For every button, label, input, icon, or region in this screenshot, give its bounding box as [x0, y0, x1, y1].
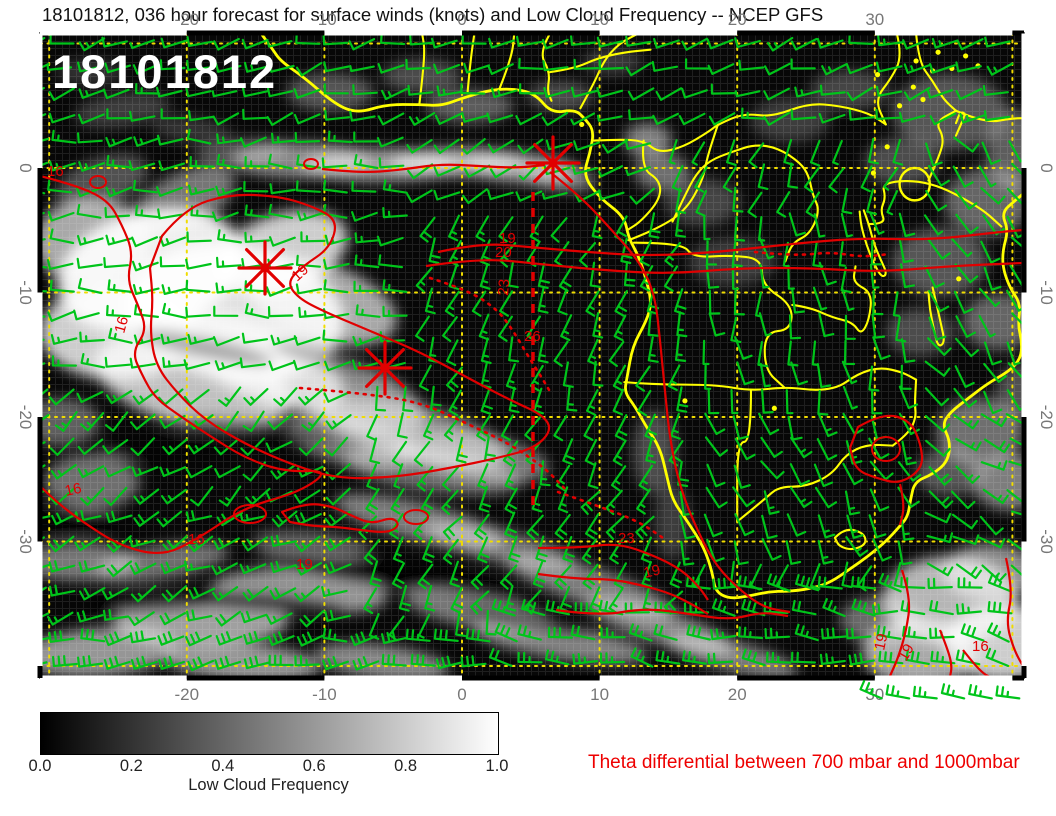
svg-text:-10: -10 [1037, 280, 1056, 305]
svg-text:0: 0 [457, 10, 466, 29]
svg-text:23: 23 [618, 530, 635, 547]
svg-text:0: 0 [457, 685, 466, 704]
svg-text:-20: -20 [175, 10, 200, 29]
svg-text:-30: -30 [1037, 529, 1056, 554]
svg-text:19: 19 [499, 230, 516, 247]
svg-text:19: 19 [296, 556, 313, 573]
timestamp-overlay: 18101812 [52, 45, 277, 98]
svg-text:19: 19 [642, 561, 662, 582]
svg-text:20: 20 [728, 685, 747, 704]
colorbar-tick: 1.0 [485, 757, 509, 775]
theta-annotation: Theta differential between 700 mbar and … [588, 752, 1020, 773]
svg-text:16: 16 [63, 480, 83, 500]
page-title: 18101812, 036 hour forecast for surface … [42, 4, 824, 25]
svg-text:20: 20 [728, 10, 747, 29]
svg-text:0: 0 [16, 163, 35, 172]
colorbar-ticks: 0.0 0.2 0.4 0.6 0.8 1.0 [29, 755, 509, 775]
svg-text:10: 10 [590, 10, 609, 29]
svg-text:-10: -10 [16, 280, 35, 305]
colorbar-label: Low Cloud Frequency [188, 776, 349, 794]
svg-text:30: 30 [865, 10, 884, 29]
svg-text:10: 10 [590, 685, 609, 704]
svg-text:23: 23 [495, 278, 513, 296]
svg-text:-20: -20 [16, 405, 35, 430]
colorbar-tick: 0.2 [119, 757, 143, 775]
colorbar-tick: 0.0 [28, 757, 52, 775]
svg-text:20: 20 [495, 244, 512, 261]
svg-text:16: 16 [111, 315, 132, 336]
svg-text:-20: -20 [1037, 405, 1056, 430]
svg-text:-20: -20 [175, 685, 200, 704]
colorbar: 0.0 0.2 0.4 0.6 0.8 1.0 Low Cloud Frequency [29, 712, 509, 795]
svg-text:16: 16 [188, 531, 205, 548]
svg-text:26: 26 [524, 328, 541, 345]
svg-text:16: 16 [972, 638, 989, 655]
colorbar-tick: 0.8 [394, 757, 418, 775]
svg-text:-10: -10 [312, 685, 337, 704]
svg-text:19: 19 [871, 632, 891, 652]
colorbar-tick: 0.4 [211, 757, 235, 775]
colorbar-gradient [40, 712, 499, 755]
colorbar-tick: 0.6 [302, 757, 326, 775]
svg-text:-10: -10 [312, 10, 337, 29]
svg-text:-30: -30 [16, 529, 35, 554]
svg-text:16: 16 [47, 163, 64, 180]
svg-text:19: 19 [895, 641, 918, 664]
svg-text:0: 0 [1037, 163, 1056, 172]
